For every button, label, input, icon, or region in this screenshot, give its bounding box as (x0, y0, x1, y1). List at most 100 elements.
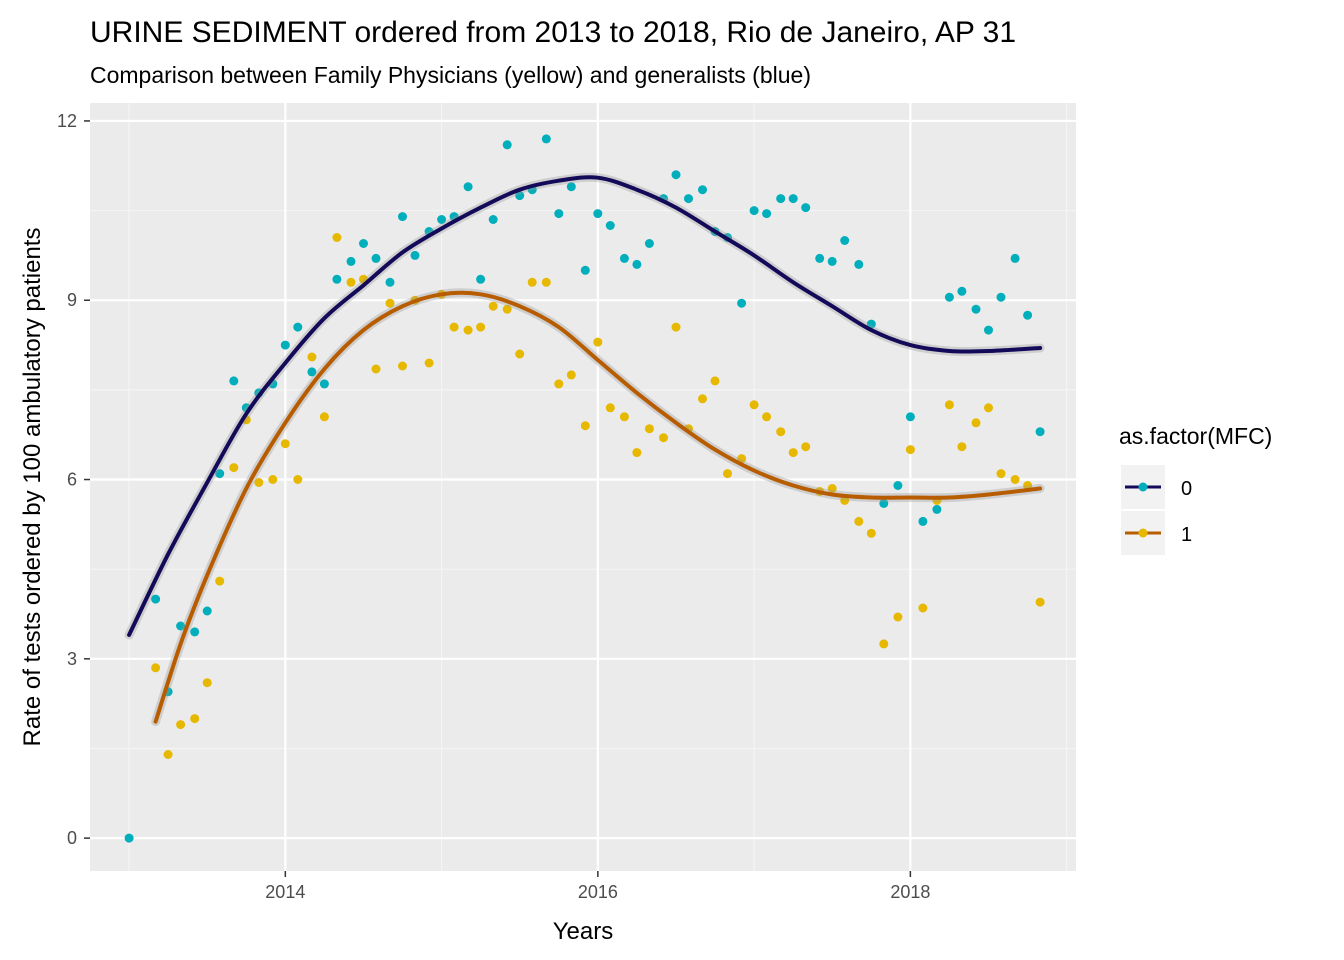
data-point-series-1 (593, 337, 603, 347)
data-point-series-0 (1023, 310, 1033, 320)
data-point-series-0 (854, 259, 864, 269)
data-point-series-0 (788, 194, 798, 204)
data-point-series-1 (984, 403, 993, 413)
data-point-series-0 (971, 304, 981, 314)
data-point-series-1 (723, 469, 732, 479)
data-point-series-0 (605, 221, 615, 230)
data-point-series-0 (918, 516, 928, 526)
points-layer (124, 134, 1045, 843)
data-point-series-0 (476, 274, 486, 284)
data-point-series-1 (398, 361, 407, 371)
legend-label-1: 1 (1181, 524, 1192, 546)
data-point-series-0 (280, 340, 290, 350)
y-axis-title: Rate of tests ordered by 100 ambulatory … (19, 228, 46, 747)
data-point-series-0 (371, 253, 381, 263)
x-tick-label: 2014 (265, 882, 305, 902)
data-point-series-1 (893, 612, 903, 622)
smooth-layer (124, 172, 1045, 727)
data-point-series-0 (815, 253, 825, 263)
data-point-series-1 (788, 448, 798, 458)
legend: as.factor(MFC) 0 1 (1119, 423, 1272, 555)
panel-background (90, 103, 1076, 871)
legend-label-0: 0 (1181, 478, 1192, 500)
data-point-series-0 (632, 259, 642, 269)
data-point-series-1 (1035, 597, 1045, 607)
data-point-series-0 (944, 292, 954, 302)
data-point-series-0 (437, 215, 447, 224)
y-axis: 0 3 6 9 12 (57, 111, 90, 848)
legend-title: as.factor(MFC) (1119, 423, 1272, 449)
data-point-series-1 (605, 403, 615, 413)
data-point-series-0 (215, 469, 225, 479)
data-point-series-0 (619, 253, 629, 263)
data-point-series-0 (644, 239, 654, 248)
data-point-series-0 (957, 286, 967, 296)
data-point-series-1 (424, 358, 434, 368)
data-point-series-0 (827, 256, 837, 266)
data-point-series-0 (229, 376, 239, 386)
data-point-series-1 (918, 603, 928, 613)
data-point-series-1 (268, 475, 278, 484)
data-point-series-0 (554, 209, 564, 219)
data-point-series-1 (554, 379, 564, 389)
x-axis: 2014 2016 2018 (265, 871, 930, 902)
data-point-series-0 (905, 412, 915, 422)
data-point-series-0 (502, 140, 512, 150)
data-point-series-0 (984, 325, 993, 335)
data-point-series-0 (879, 498, 889, 508)
data-point-series-0 (684, 194, 693, 204)
data-point-series-1 (371, 364, 381, 374)
data-point-series-0 (840, 236, 850, 245)
data-point-series-1 (762, 412, 772, 422)
data-point-series-0 (671, 170, 681, 180)
data-point-series-1 (619, 412, 629, 422)
data-point-series-1 (1010, 475, 1020, 484)
data-point-series-1 (332, 233, 342, 242)
data-point-series-0 (463, 182, 473, 192)
data-point-series-0 (593, 209, 603, 219)
data-point-series-0 (932, 504, 942, 514)
y-tick-label: 0 (67, 828, 77, 848)
data-point-series-1 (527, 277, 537, 287)
data-point-series-0 (866, 319, 876, 329)
data-point-series-1 (659, 433, 668, 443)
data-point-series-1 (580, 421, 590, 431)
data-point-series-0 (996, 292, 1006, 302)
data-point-series-1 (190, 714, 200, 724)
x-tick-label: 2016 (578, 882, 618, 902)
data-point-series-0 (580, 265, 590, 275)
data-point-series-1 (151, 663, 161, 673)
data-point-series-0 (1010, 253, 1020, 263)
smooth-line-series-0 (127, 175, 1043, 637)
data-point-series-0 (737, 298, 747, 308)
data-point-series-1 (280, 439, 290, 449)
data-point-series-1 (632, 448, 642, 458)
data-point-series-1 (971, 418, 981, 428)
data-point-series-1 (307, 352, 317, 362)
x-tick-label: 2018 (890, 882, 930, 902)
data-point-series-1 (541, 277, 551, 287)
data-point-series-1 (463, 325, 473, 335)
minor-gridlines (90, 103, 1076, 871)
legend-dot-1 (1138, 528, 1148, 538)
data-point-series-1 (449, 322, 459, 332)
data-point-series-1 (488, 301, 498, 311)
data-point-series-1 (476, 322, 486, 332)
data-point-series-0 (151, 594, 161, 604)
y-tick-label: 12 (57, 111, 77, 131)
data-point-series-1 (515, 349, 525, 359)
data-point-series-1 (566, 370, 576, 380)
chart-subtitle: Comparison between Family Physicians (ye… (90, 62, 811, 88)
data-point-series-0 (190, 627, 200, 637)
data-point-series-1 (854, 516, 864, 526)
data-point-series-0 (359, 239, 368, 248)
data-point-series-1 (749, 400, 759, 410)
data-point-series-0 (488, 215, 498, 224)
data-point-series-1 (502, 304, 512, 314)
data-point-series-1 (879, 639, 889, 649)
data-point-series-1 (176, 720, 186, 730)
x-axis-title: Years (553, 918, 614, 945)
data-point-series-0 (515, 191, 525, 201)
data-point-series-1 (866, 528, 876, 538)
